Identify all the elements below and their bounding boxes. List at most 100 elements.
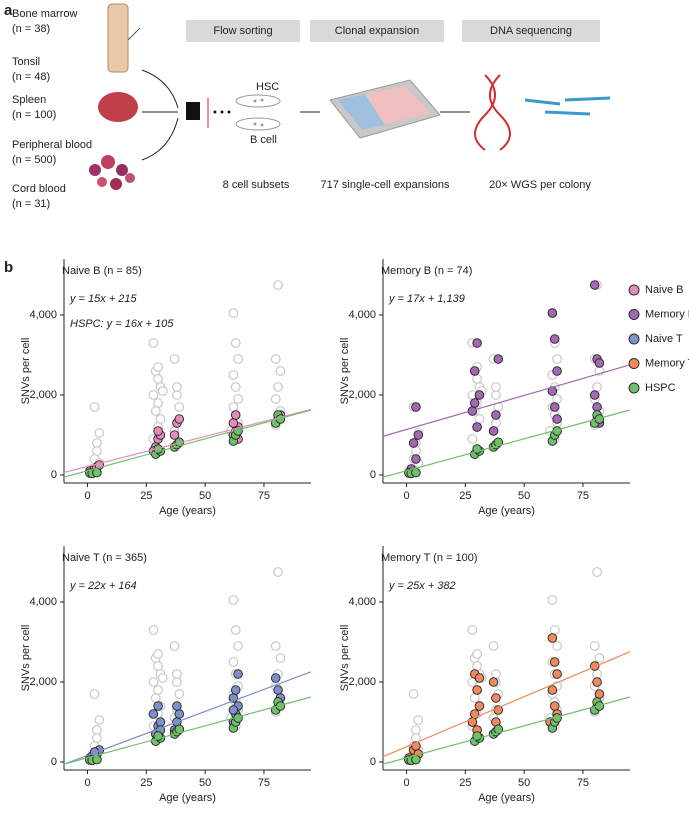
point xyxy=(270,673,281,683)
point xyxy=(549,701,560,711)
point xyxy=(474,701,485,711)
y-tick-label: 0 xyxy=(51,469,57,481)
legend-swatch xyxy=(628,284,640,296)
chart-title: Memory B (n = 74) xyxy=(381,265,472,277)
legend-swatch xyxy=(628,309,640,320)
point xyxy=(233,669,243,679)
y-tick-label: 4,000 xyxy=(348,309,376,321)
source-name: Tonsil xyxy=(12,56,40,68)
point xyxy=(493,437,504,447)
point xyxy=(228,402,239,412)
point xyxy=(589,641,600,651)
point xyxy=(408,689,419,699)
point xyxy=(270,641,281,651)
point xyxy=(228,370,239,380)
point xyxy=(594,653,605,663)
point xyxy=(491,410,501,420)
point xyxy=(174,724,185,734)
legend-label: Memory B xyxy=(645,308,689,320)
x-tick-label: 25 xyxy=(459,777,471,789)
point xyxy=(273,280,283,290)
x-tick-label: 50 xyxy=(518,490,530,502)
x-tick-label: 25 xyxy=(140,490,152,502)
point xyxy=(594,689,605,699)
point xyxy=(275,366,286,376)
y-tick-label: 2,000 xyxy=(29,389,57,401)
fit-line xyxy=(63,409,312,478)
source-count: (n = 500) xyxy=(12,154,56,166)
fit-line xyxy=(63,408,312,473)
y-axis-title: SNVs per cell xyxy=(339,625,351,692)
x-tick-label: 0 xyxy=(84,777,90,789)
point xyxy=(552,669,562,679)
point xyxy=(472,685,482,695)
point xyxy=(488,426,499,436)
point xyxy=(230,625,241,635)
point xyxy=(230,685,241,695)
point xyxy=(547,308,558,318)
point xyxy=(469,398,480,408)
point xyxy=(172,677,182,687)
icons xyxy=(89,3,611,190)
point xyxy=(275,653,286,663)
fit-line xyxy=(382,409,631,478)
point xyxy=(92,725,102,735)
point xyxy=(552,394,562,404)
point xyxy=(228,418,239,428)
fit-line xyxy=(63,671,312,765)
point xyxy=(589,390,600,400)
point xyxy=(89,689,100,699)
point xyxy=(491,382,501,392)
y-tick-label: 4,000 xyxy=(348,596,376,608)
source-name: Peripheral blood xyxy=(12,139,92,151)
point xyxy=(469,693,480,703)
point xyxy=(472,374,482,384)
x-tick-label: 75 xyxy=(577,490,589,502)
point xyxy=(233,641,243,651)
point xyxy=(552,354,562,364)
chart-title: Naive T (n = 365) xyxy=(62,552,147,564)
point xyxy=(472,649,482,659)
point xyxy=(413,715,424,725)
x-tick-label: 0 xyxy=(84,490,90,502)
point xyxy=(411,454,421,464)
step-label: Flow sorting xyxy=(213,25,272,37)
y-tick-label: 0 xyxy=(370,469,376,481)
point xyxy=(549,402,560,412)
equation: y = 22x + 164 xyxy=(69,580,137,592)
point xyxy=(174,414,185,424)
point xyxy=(273,567,283,577)
point xyxy=(491,418,501,428)
point xyxy=(472,422,482,432)
x-axis-title: Age (years) xyxy=(159,505,216,517)
point xyxy=(552,366,562,376)
point xyxy=(94,428,105,438)
point xyxy=(413,430,424,440)
point xyxy=(547,633,558,643)
point xyxy=(233,354,243,364)
point xyxy=(491,693,501,703)
point xyxy=(228,595,239,605)
point xyxy=(592,669,602,679)
point xyxy=(92,446,102,456)
point xyxy=(148,709,159,719)
y-tick-label: 0 xyxy=(51,756,57,768)
source-name: Cord blood xyxy=(12,183,66,195)
point xyxy=(270,354,281,364)
point xyxy=(549,334,560,344)
point xyxy=(153,701,163,711)
point xyxy=(228,308,239,318)
point xyxy=(411,446,421,456)
point xyxy=(552,641,562,651)
legend-label: HSPC xyxy=(645,382,676,394)
point xyxy=(547,685,558,695)
point xyxy=(270,394,281,404)
panel-label: b xyxy=(4,259,13,276)
point xyxy=(174,709,185,719)
y-tick-label: 2,000 xyxy=(29,676,57,688)
y-tick-label: 2,000 xyxy=(348,389,376,401)
step-label: Clonal expansion xyxy=(335,25,419,37)
caption: 20× WGS per colony xyxy=(489,179,591,191)
point xyxy=(491,669,501,679)
y-axis-title: SNVs per cell xyxy=(20,625,32,692)
